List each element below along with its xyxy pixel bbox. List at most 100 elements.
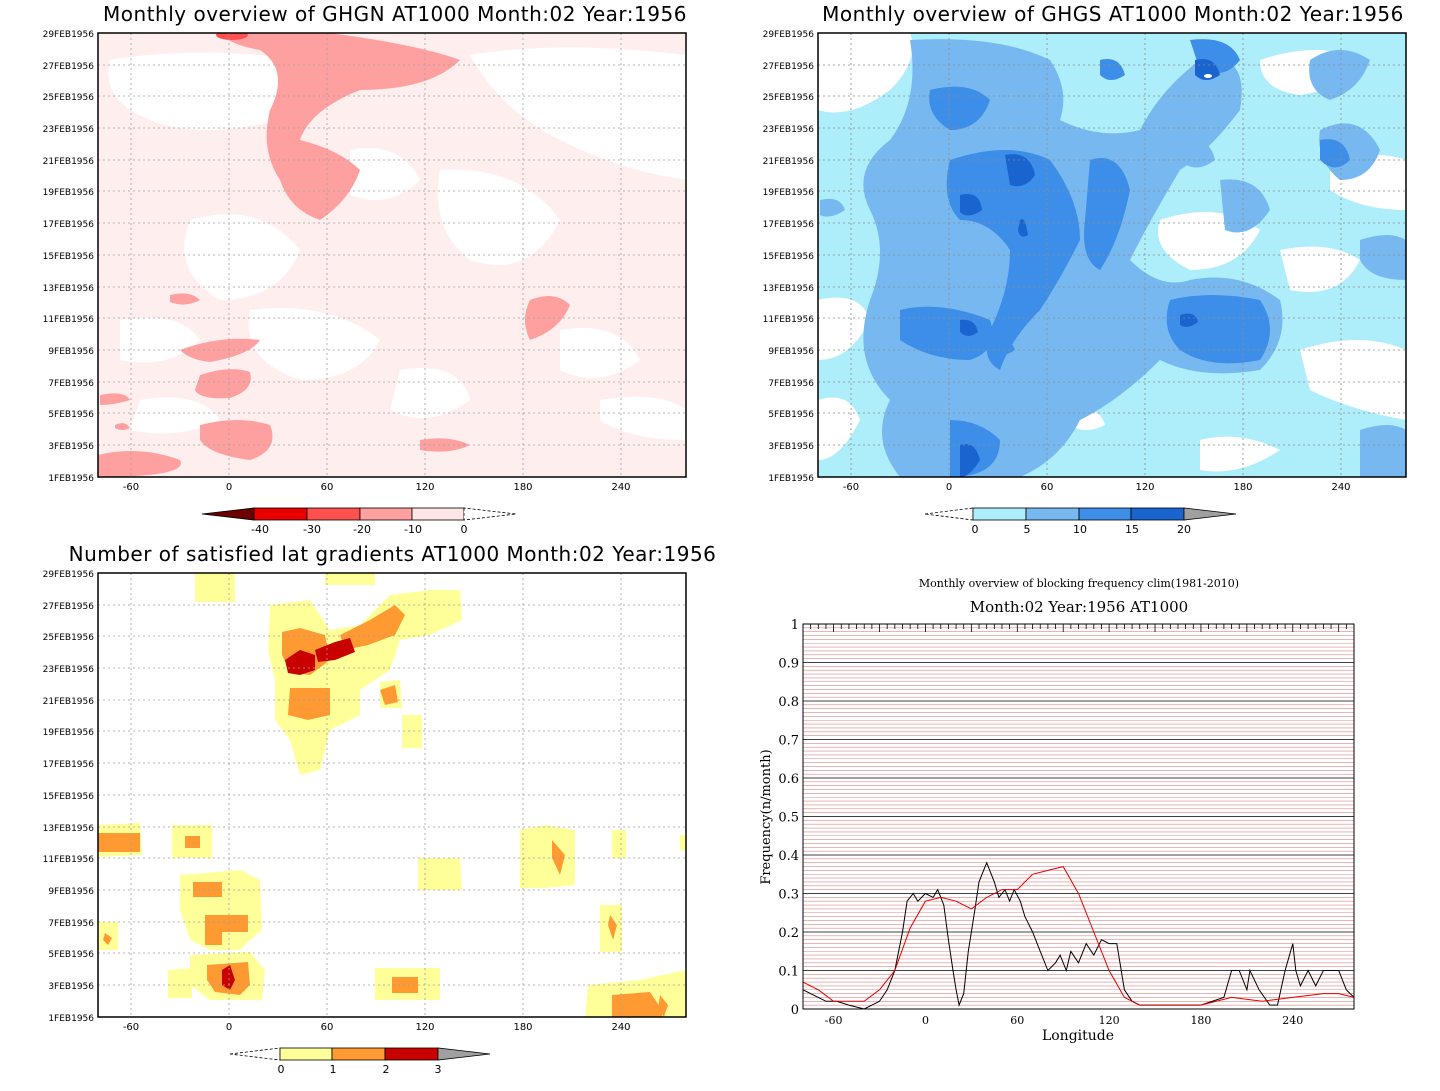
chart-grid	[802, 624, 1355, 1006]
lat-grad-ytick: 23FEB1956	[43, 665, 95, 675]
ghgn-colorbar-box	[359, 507, 413, 521]
ghgn-colorbar-box	[411, 507, 465, 521]
ghgs-frame	[817, 32, 1407, 478]
ghgs-ytick: 25FEB1956	[763, 93, 815, 103]
ghgn-colorbar-label: -10	[404, 523, 422, 536]
ghgs-xtick: 180	[1233, 482, 1252, 493]
lat-grad-x-axis: -60 0 60 120 180 240	[123, 1022, 631, 1033]
chart-xtick-label: 120	[1099, 1014, 1120, 1027]
lat-grad-ytick: 27FEB1956	[43, 602, 95, 612]
lat-grad-colorbar-high-arrow	[437, 1047, 491, 1061]
ghgn-white-regions	[108, 47, 686, 440]
ghgs-ytick: 13FEB1956	[763, 284, 815, 294]
ghgs-y-axis: 1FEB1956 3FEB1956 5FEB1956 7FEB1956 9FEB…	[763, 30, 815, 484]
lat-grad-colorbar-box	[331, 1047, 386, 1061]
ghgs-colorbar-label: 15	[1125, 523, 1139, 536]
ghgn-colorbar: -40 -30 -20 -10 0	[201, 507, 517, 536]
ghgn-ytick: 21FEB1956	[43, 157, 95, 167]
ghgs-colorbar-box	[1025, 507, 1080, 521]
lat-grad-xtick: 180	[513, 1022, 532, 1033]
lat-grad-ytick: 29FEB1956	[43, 570, 95, 580]
ghgs-xtick: 120	[1135, 482, 1154, 493]
chart-x-axis: -60 0 60 120 180 240	[825, 1014, 1304, 1027]
chart-ytick-label: 0.2	[778, 926, 799, 941]
ghgs-xtick: -60	[843, 482, 859, 493]
ghgs-peak-spot	[1204, 74, 1212, 78]
ghgn-xtick: 180	[513, 482, 532, 493]
ghgs-ytick: 29FEB1956	[763, 30, 815, 40]
ghgn-ytick: 1FEB1956	[48, 474, 94, 484]
ghgn-ytick: 9FEB1956	[48, 347, 94, 357]
ghgn-ytick: 13FEB1956	[43, 284, 95, 294]
ghgs-grid	[818, 33, 1406, 477]
ghgs-colorbar-low-arrow	[924, 507, 974, 521]
ghgs-ytick: 1FEB1956	[768, 474, 814, 484]
ghgs-level4	[960, 59, 1220, 477]
chart-xtick-label: -60	[825, 1014, 843, 1027]
lat-grad-grid	[98, 573, 686, 1017]
lat-grad-colorbar-box	[384, 1047, 439, 1061]
lat-grad-title: Number of satisfied lat gradients AT1000…	[68, 542, 717, 566]
chart-ytick-label: 0.4	[778, 849, 799, 864]
chart-ytick-label: 1	[791, 618, 799, 633]
lat-grad-ytick: 5FEB1956	[48, 950, 94, 960]
ghgn-xtick: 240	[611, 482, 630, 493]
ghgs-colorbar-box	[1130, 507, 1185, 521]
ghgn-ytick: 15FEB1956	[43, 252, 95, 262]
lat-grad-ytick: 19FEB1956	[43, 728, 95, 738]
ghgn-title: Monthly overview of GHGN AT1000 Month:02…	[103, 2, 687, 26]
ghgn-map: 1FEB1956 3FEB1956 5FEB1956 7FEB1956 9FEB…	[43, 30, 687, 536]
chart-xlabel: Longitude	[1042, 1028, 1114, 1044]
ghgs-colorbar: 0 5 10 15 20	[924, 507, 1237, 536]
ghgn-ytick: 19FEB1956	[43, 188, 95, 198]
chart-ytick-label: 0.6	[778, 772, 799, 787]
ghgs-zero-regions	[818, 33, 1406, 472]
lat-grad-frame	[97, 572, 687, 1018]
ghgn-colorbar-label: -20	[353, 523, 371, 536]
lat-grad-xtick: 0	[226, 1022, 232, 1033]
ghgs-xtick: 240	[1331, 482, 1350, 493]
chart-y-axis: 0 0.1 0.2 0.3 0.4 0.5 0.6 0.7 0.8 0.9 1	[778, 618, 799, 1018]
lat-grad-ytick: 13FEB1956	[43, 824, 95, 834]
lat-grad-ytick: 9FEB1956	[48, 887, 94, 897]
chart-frame	[802, 623, 1355, 1010]
ghgn-colorbar-label: 0	[461, 523, 468, 536]
lat-grad-ytick: 15FEB1956	[43, 792, 95, 802]
lat-grad-colorbar-label: 1	[330, 1063, 337, 1076]
ghgn-ytick: 29FEB1956	[43, 30, 95, 40]
lat-grad-colorbar-label: 2	[383, 1063, 390, 1076]
ghgn-panel: Monthly overview of GHGN AT1000 Month:02…	[0, 0, 720, 545]
chart-ytick-label: 0.3	[778, 888, 799, 903]
lat-grad-level3	[222, 638, 355, 990]
chart-series-line-2	[802, 866, 1355, 1006]
chart-ytick-label: 0.8	[778, 695, 799, 710]
chart-xtick-label: 240	[1282, 1014, 1303, 1027]
lat-grad-xtick: 60	[321, 1022, 334, 1033]
lat-grad-ytick: 21FEB1956	[43, 697, 95, 707]
ghgs-colorbar-label: 5	[1024, 523, 1031, 536]
ghgs-colorbar-box	[1078, 507, 1132, 521]
ghgs-ytick: 9FEB1956	[768, 347, 814, 357]
ghgn-y-axis: 1FEB1956 3FEB1956 5FEB1956 7FEB1956 9FEB…	[43, 30, 95, 484]
ghgn-strong-anomaly	[216, 33, 248, 40]
chart-ytick-label: 0.9	[778, 657, 799, 672]
ghgs-panel: Monthly overview of GHGS AT1000 Month:02…	[720, 0, 1440, 545]
ghgn-xtick: -60	[123, 482, 139, 493]
ghgs-colorbar-box	[972, 507, 1027, 521]
ghgs-xtick: 60	[1041, 482, 1054, 493]
chart-title: Monthly overview of blocking frequency c…	[919, 577, 1239, 590]
lat-grad-ytick: 11FEB1956	[43, 855, 95, 865]
chart-xtick-label: 0	[922, 1014, 929, 1027]
lat-grad-map: 1FEB1956 3FEB1956 5FEB1956 7FEB1956 9FEB…	[43, 570, 687, 1076]
ghgs-colorbar-label: 10	[1073, 523, 1087, 536]
lat-grad-colorbar: 0 1 2 3	[229, 1047, 491, 1076]
lat-grad-ytick: 25FEB1956	[43, 633, 95, 643]
lat-grad-xtick: -60	[123, 1022, 139, 1033]
lat-grad-xtick: 120	[415, 1022, 434, 1033]
chart-ytick-label: 0	[791, 1003, 799, 1018]
ghgs-ytick: 7FEB1956	[768, 379, 814, 389]
lat-grad-ytick: 17FEB1956	[43, 760, 95, 770]
chart-ytick-label: 0.7	[778, 734, 799, 749]
ghgs-ytick: 21FEB1956	[763, 157, 815, 167]
ghgs-ytick: 5FEB1956	[768, 410, 814, 420]
